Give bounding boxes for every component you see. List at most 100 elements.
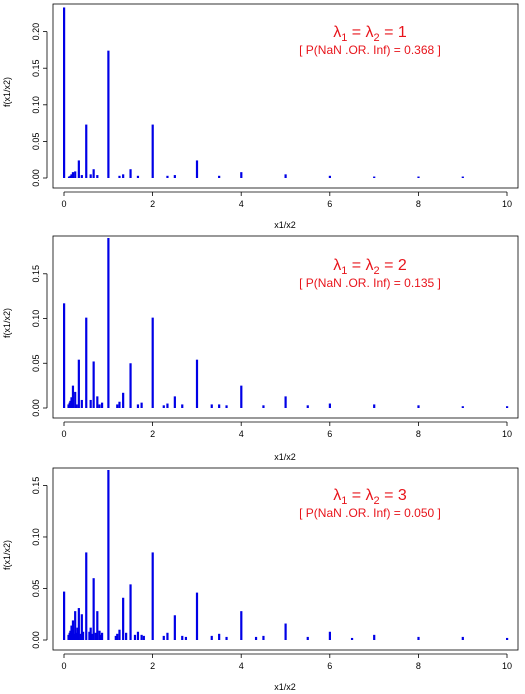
bar — [417, 176, 420, 178]
bar — [166, 632, 169, 640]
lambda-text: = 1 — [380, 24, 407, 41]
x-tick-label: 10 — [502, 429, 512, 439]
bar — [77, 608, 80, 640]
bar — [63, 591, 66, 640]
bar — [461, 406, 464, 408]
bar — [328, 175, 331, 178]
y-tick-label: 0.05 — [31, 354, 41, 372]
bar — [70, 174, 73, 178]
bar — [100, 402, 104, 408]
bar — [210, 404, 213, 408]
lambda-text: λ — [333, 24, 341, 41]
bar — [306, 636, 309, 640]
bar — [262, 405, 265, 408]
y-tick-label: 0.20 — [31, 23, 41, 41]
bar — [88, 631, 91, 640]
bar — [129, 169, 132, 178]
bar — [181, 404, 184, 408]
bar — [100, 632, 104, 640]
bar — [122, 597, 125, 640]
bar — [240, 611, 243, 640]
bar — [85, 552, 88, 640]
bar — [506, 637, 509, 640]
lambda-annotation: λ1 = λ2 = 2 — [333, 257, 407, 277]
bar — [129, 584, 132, 640]
nan-probability-note: [ P(NaN .OR. Inf) = 0.050 ] — [299, 506, 441, 520]
y-axis-label: f(x1/x2) — [2, 540, 12, 570]
bar — [80, 614, 83, 640]
bar — [71, 620, 75, 640]
bar — [114, 635, 117, 640]
bar — [284, 623, 287, 640]
x-tick-label: 4 — [239, 429, 244, 439]
bar — [63, 303, 66, 408]
y-tick-label: 0.00 — [31, 169, 41, 187]
bar — [173, 175, 176, 178]
bar — [74, 171, 77, 178]
lambda-annotation: λ1 = λ2 = 1 — [333, 24, 407, 44]
bar — [461, 636, 464, 640]
bar — [74, 391, 77, 408]
y-tick-label: 0.15 — [31, 477, 41, 495]
x-tick-label: 4 — [239, 661, 244, 671]
bar — [67, 404, 70, 408]
lambda-subscript: 2 — [374, 265, 380, 277]
bar — [218, 404, 221, 408]
bar — [350, 637, 354, 640]
bar — [70, 397, 73, 408]
bar — [142, 635, 145, 640]
bar — [118, 175, 121, 178]
bar — [262, 635, 265, 640]
bar — [89, 627, 92, 640]
bar — [92, 361, 95, 408]
bar — [89, 399, 92, 408]
bar — [166, 175, 169, 178]
bar — [77, 160, 80, 178]
bar — [328, 403, 331, 408]
x-tick-label: 0 — [61, 661, 66, 671]
x-axis-label: x1/x2 — [274, 682, 296, 692]
lambda-text: = λ — [347, 24, 373, 41]
bar — [82, 631, 85, 640]
lambda-subscript: 1 — [341, 495, 347, 507]
bar — [118, 629, 121, 640]
bar — [240, 385, 243, 408]
bar — [77, 359, 80, 408]
bar — [85, 317, 88, 408]
bar — [136, 175, 140, 178]
x-tick-label: 0 — [61, 429, 66, 439]
x-tick-label: 2 — [150, 429, 155, 439]
y-tick-label: 0.05 — [31, 580, 41, 598]
bar — [173, 396, 176, 408]
bar — [80, 175, 83, 178]
bar — [195, 359, 199, 408]
bar — [417, 636, 420, 640]
y-tick-label: 0.05 — [31, 133, 41, 151]
y-tick-label: 0.10 — [31, 528, 41, 546]
lambda-annotation: λ1 = λ2 = 3 — [333, 487, 407, 507]
x-tick-label: 4 — [239, 199, 244, 209]
bar — [118, 401, 121, 408]
bar — [240, 172, 243, 178]
bar — [116, 404, 119, 408]
x-tick-label: 8 — [416, 661, 421, 671]
bar — [328, 631, 331, 640]
x-tick-label: 2 — [150, 199, 155, 209]
y-tick-label: 0.10 — [31, 310, 41, 328]
bar — [184, 636, 188, 640]
lambda-subscript: 1 — [341, 32, 347, 44]
x-tick-label: 2 — [150, 661, 155, 671]
bar — [67, 634, 70, 640]
bar — [195, 160, 199, 178]
bar — [173, 615, 176, 640]
bar — [89, 174, 92, 178]
bar — [218, 633, 221, 640]
x-tick-label: 0 — [61, 199, 66, 209]
bar — [98, 630, 101, 640]
x-tick-label: 8 — [416, 199, 421, 209]
x-axis-label: x1/x2 — [274, 452, 296, 462]
lambda-text: = λ — [347, 257, 373, 274]
x-tick-label: 8 — [416, 429, 421, 439]
bar — [125, 632, 128, 640]
